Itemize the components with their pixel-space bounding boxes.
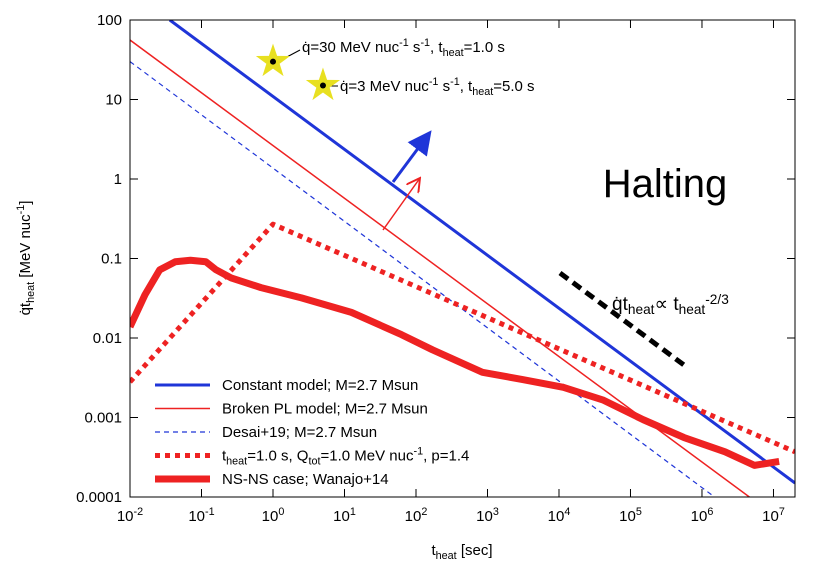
slope-guide xyxy=(558,270,690,371)
series-line xyxy=(130,221,795,455)
annotation: Halting xyxy=(603,162,728,206)
series-line xyxy=(130,61,715,497)
x-tick-label: 100 xyxy=(262,506,285,525)
y-tick-label: 0.01 xyxy=(93,330,122,347)
annotation: q̇=30 MeV nuc-1 s-1, theat=1.0 s xyxy=(302,37,505,59)
legend-label: Constant model; M=2.7 Msun xyxy=(222,377,418,394)
series-line xyxy=(168,20,795,485)
plot-area xyxy=(130,20,795,497)
x-tick-label: 106 xyxy=(691,506,714,525)
star-dot xyxy=(319,82,326,89)
x-tick-label: 102 xyxy=(405,506,428,525)
y-tick-label: 0.1 xyxy=(101,251,122,268)
legend-label: Desai+19; M=2.7 Msun xyxy=(222,424,377,441)
y-tick-label: 10 xyxy=(105,92,122,109)
x-tick-label: 10-1 xyxy=(188,506,214,525)
x-tick-label: 107 xyxy=(762,506,785,525)
legend-label: NS-NS case; Wanajo+14 xyxy=(222,471,389,488)
annotation: q̇theat∝ theat-2/3 xyxy=(612,292,729,317)
y-tick-label: 100 xyxy=(97,12,122,29)
x-tick-label: 105 xyxy=(619,506,642,525)
x-tick-label: 101 xyxy=(333,506,356,525)
y-tick-label: 0.0001 xyxy=(76,489,122,506)
star-dot xyxy=(269,58,276,65)
arrow xyxy=(382,178,420,231)
x-axis-label: theat [sec] xyxy=(431,542,492,562)
x-tick-label: 10-2 xyxy=(117,506,143,525)
y-tick-label: 1 xyxy=(114,171,122,188)
x-tick-label: 103 xyxy=(476,506,499,525)
arrow xyxy=(391,130,432,183)
y-tick-label: 0.001 xyxy=(84,410,122,427)
series-line xyxy=(130,256,780,469)
annotation: q̇=3 MeV nuc-1 s-1, theat=5.0 s xyxy=(340,76,535,98)
y-axis-label: q̇theat [MeV nuc-1] xyxy=(15,201,37,316)
legend-label: Broken PL model; M=2.7 Msun xyxy=(222,401,428,418)
x-tick-label: 104 xyxy=(548,506,571,525)
legend-label: theat=1.0 s, Qtot=1.0 MeV nuc-1, p=1.4 xyxy=(222,446,469,468)
